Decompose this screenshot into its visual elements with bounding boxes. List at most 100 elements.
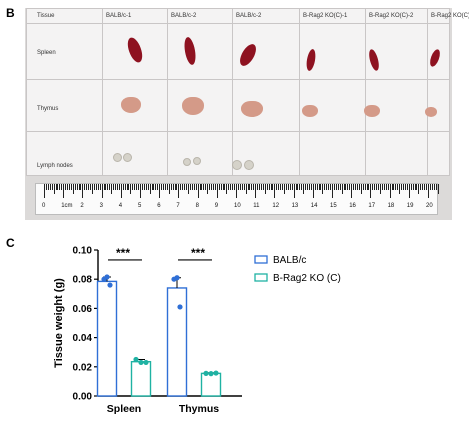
bar-rag2ko [200,372,222,397]
ruler-tick [99,184,101,190]
ruler-label: 17 [368,203,376,209]
ruler-tick [376,184,378,190]
ruler-label: 6 [157,203,161,209]
ruler-tick [335,184,337,190]
ruler-tick [74,184,76,190]
ruler-tick [168,184,170,194]
ruler-tick [249,184,251,190]
ruler-tick [247,184,249,190]
bar-balbc [96,280,118,397]
ruler-tick [86,184,88,190]
grid-header-cell: BALB/c-2 [236,13,262,19]
ruler-tick [339,184,341,190]
ruler-tick [360,184,362,194]
thymus-sample [121,97,141,113]
y-tick-label: 0.04 [73,333,93,344]
ruler-tick [284,184,285,194]
ruler-tick [78,184,80,190]
ruler-tick [180,184,182,190]
ruler-tick [312,184,314,198]
ruler-tick [120,184,122,198]
thymus-sample [182,97,204,115]
ruler-tick [372,184,374,190]
ruler-label: 19 [406,203,414,209]
ruler-label: 12 [272,203,280,209]
grid-header-cell: BALB/c-1 [106,13,132,19]
spleen-sample [428,48,442,68]
spleen-sample [182,36,198,66]
ruler-tick [230,184,232,190]
ruler-tick [59,184,61,190]
ruler-tick [220,184,222,190]
ruler-tick [301,184,303,190]
ruler-tick [80,184,82,190]
ruler-label: 15 [330,203,337,209]
ruler-tick [236,184,237,198]
legend-swatch [254,255,268,264]
ruler-label: 0 [42,203,46,209]
ruler-tick [53,184,55,194]
ruler-label: 14 [310,203,318,209]
grid-header-cell: B-Rag2 KO(C)-3 [431,13,469,19]
ruler-tick [399,184,401,194]
ruler-tick [397,184,399,190]
ruler-tick [132,184,134,190]
ruler-tick [343,184,345,190]
ruler-tick [297,184,299,190]
panel-b-letter: B [6,6,15,20]
ruler-label: 11 [253,203,260,209]
ruler-tick [270,184,272,190]
ruler-tick [149,184,151,194]
ruler-tick [412,184,414,190]
ruler-tick [406,184,408,190]
data-point [174,275,180,281]
significance-marker: *** [191,246,205,260]
ruler-tick [103,184,105,190]
ruler-label: 3 [99,203,103,209]
ruler-tick [378,184,380,190]
ruler-tick [122,184,124,190]
ruler-tick [90,184,92,190]
ruler-tick [151,184,153,190]
ruler-tick [278,184,280,190]
data-point [208,371,214,377]
grid-header-cell: Tissue [37,13,55,19]
ruler-tick [45,184,47,190]
ruler-tick [186,184,188,190]
ruler-tick [65,184,67,190]
ruler-tick [289,184,291,190]
tissue-grid: Tissue BALB/c-1 BALB/c-2 BALB/c-2 B-Rag2 KO(… [26,8,469,176]
thymus-sample [364,105,380,117]
ruler-tick [391,184,393,190]
x-category-label: Thymus [179,403,219,415]
ruler-tick [353,184,355,190]
ruler-tick [164,184,166,190]
ruler-tick [282,184,284,190]
ruler-tick [243,184,245,190]
ruler-tick [82,184,84,198]
ruler-tick [303,184,305,194]
ruler-tick [328,184,330,190]
ruler-tick [389,184,391,198]
ruler-tick [356,184,358,190]
ruler-tick [92,184,93,194]
lymph-node-sample [193,157,201,165]
lymph-node-sample [183,158,191,166]
legend-swatch [254,273,268,282]
ruler-tick [285,184,287,190]
ruler-tick [393,184,395,190]
ruler-tick [370,184,372,198]
ruler-tick [115,184,117,190]
y-axis-label: Tissue weight (g) [53,278,65,368]
ruler-label: 10 [234,203,241,209]
ruler-tick [201,184,203,190]
ruler-tick [197,184,199,198]
grid-row-label: Thymus [37,106,59,112]
ruler-tick [245,184,247,194]
tissue-photograph: Tissue BALB/c-1 BALB/c-2 BALB/c-2 B-Rag2 KO(… [25,8,469,220]
ruler-tick [207,184,209,194]
ruler-tick [274,184,276,198]
ruler-tick [153,184,155,190]
ruler-tick [305,184,307,190]
ruler-tick [55,184,57,190]
